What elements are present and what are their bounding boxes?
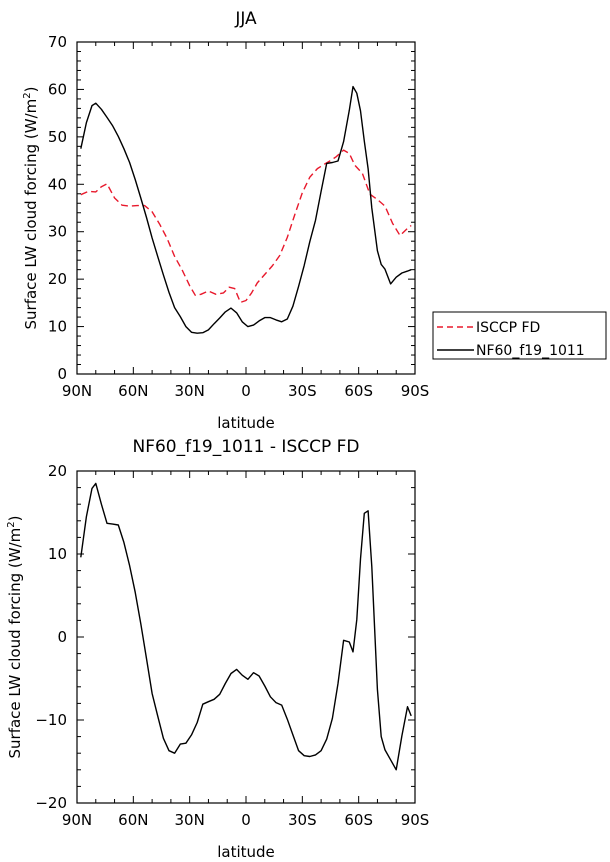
bottom-y-tick-label: −10 xyxy=(35,711,67,729)
top-series-layer xyxy=(80,85,412,334)
top-y-tick-label: 60 xyxy=(48,80,67,98)
legend-label-isccp: ISCCP FD xyxy=(476,320,540,336)
bottom-y-tick-label: 10 xyxy=(48,545,67,563)
bottom-x-tick-labels: 90N 60N 30N 0 30S 60S 90S xyxy=(62,811,429,829)
bottom-chart-title: NF60_f19_1011 - ISCCP FD xyxy=(132,437,359,457)
bottom-series-line-1 xyxy=(80,482,412,771)
top-y-tick-label: 20 xyxy=(48,270,67,288)
bottom-x-tick-label: 90N xyxy=(62,811,92,829)
top-y-axis-label: Surface LW cloud forcing (W/m2) xyxy=(22,87,40,330)
bottom-y-tick-labels: −20 −10 0 10 20 xyxy=(35,462,67,812)
bottom-x-tick-label: 90S xyxy=(401,811,430,829)
bottom-ticks xyxy=(76,470,416,804)
bottom-y-axis-label: Surface LW cloud forcing (W/m2) xyxy=(6,516,24,759)
bottom-y-tick-label: −20 xyxy=(35,794,67,812)
top-y-tick-label: 0 xyxy=(57,365,67,383)
legend: ISCCP FD NF60_f19_1011 xyxy=(432,311,607,360)
top-x-tick-label: 0 xyxy=(241,382,251,400)
bottom-x-tick-label: 60N xyxy=(118,811,148,829)
top-ticks xyxy=(76,41,416,375)
top-x-tick-label: 90N xyxy=(62,382,92,400)
bottom-series-layer xyxy=(80,482,412,771)
bottom-panel: NF60_f19_1011 - ISCCP FD 90N 60N 30N 0 30S 60… xyxy=(6,437,429,861)
top-y-tick-labels: 0 10 20 30 40 50 60 70 xyxy=(48,33,67,383)
bottom-x-tick-label: 0 xyxy=(241,811,251,829)
top-y-tick-label: 40 xyxy=(48,175,67,193)
top-y-tick-label: 30 xyxy=(48,223,67,241)
bottom-y-tick-label: 0 xyxy=(57,628,67,646)
bottom-x-tick-label: 60S xyxy=(344,811,373,829)
top-panel: JJA 90N 60N 30N 0 30S 60S 90S 010203040506070 … xyxy=(22,9,607,432)
top-x-tick-label: 30N xyxy=(175,382,205,400)
top-x-tick-label: 30S xyxy=(288,382,317,400)
top-y-tick-label: 10 xyxy=(48,318,67,336)
legend-label-nf60: NF60_f19_1011 xyxy=(476,343,585,359)
top-x-tick-labels: 90N 60N 30N 0 30S 60S 90S xyxy=(62,382,429,400)
top-chart-title: JJA xyxy=(234,9,257,29)
top-x-tick-label: 60N xyxy=(118,382,148,400)
top-series-line-1 xyxy=(80,149,412,304)
top-x-tick-label: 90S xyxy=(401,382,430,400)
bottom-y-tick-label: 20 xyxy=(48,462,67,480)
bottom-x-axis-label: latitude xyxy=(217,843,275,861)
top-series-line-2 xyxy=(80,85,412,334)
top-y-tick-label: 50 xyxy=(48,128,67,146)
top-x-tick-label: 60S xyxy=(344,382,373,400)
bottom-x-tick-label: 30S xyxy=(288,811,317,829)
top-x-axis-label: latitude xyxy=(217,414,275,432)
legend-box xyxy=(432,311,607,360)
top-y-tick-label: 70 xyxy=(48,33,67,51)
bottom-x-tick-label: 30N xyxy=(175,811,205,829)
